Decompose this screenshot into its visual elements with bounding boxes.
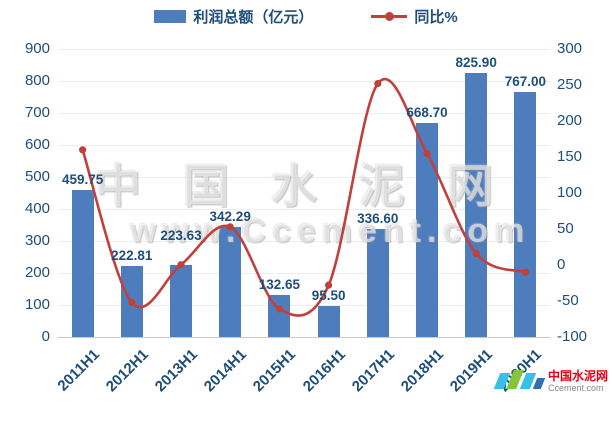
left-axis-tick-label: 200 [24, 264, 50, 281]
grid-line [58, 337, 550, 338]
left-axis-tick-label: 400 [24, 200, 50, 217]
ccement-logo-icon [493, 370, 546, 394]
line-marker [275, 305, 283, 313]
grid-line [58, 273, 550, 274]
line-marker [79, 146, 87, 154]
line-marker [374, 79, 382, 88]
bar-value-label: 95.50 [311, 288, 346, 304]
line-series-swatch-icon [371, 12, 408, 21]
legend-item-profit: 利润总额（亿元） [154, 6, 313, 27]
right-axis-tick-label: 150 [557, 148, 583, 165]
left-axis-tick-label: 600 [24, 136, 50, 153]
grid-line [58, 49, 550, 50]
chart-legend: 利润总额（亿元） 同比% [0, 6, 612, 27]
legend-bar-label: 利润总额（亿元） [193, 9, 314, 26]
left-axis-tick-label: 500 [24, 168, 50, 185]
left-axis-tick-label: 0 [41, 328, 50, 345]
right-axis-tick-label: 300 [557, 40, 583, 57]
bar [465, 72, 488, 337]
grid-line [58, 113, 550, 114]
bar-value-label: 222.81 [111, 247, 153, 263]
line-marker [226, 223, 234, 231]
line-marker [128, 298, 136, 307]
left-axis-tick-label: 900 [24, 40, 50, 57]
bar-value-label: 132.65 [258, 276, 301, 292]
grid-line [58, 241, 550, 242]
line-marker [177, 261, 185, 269]
left-axis-tick-label: 700 [24, 104, 50, 121]
watermark-url: www.Ccement.com [130, 212, 531, 250]
bar [416, 123, 438, 337]
legend-item-yoy: 同比% [371, 6, 458, 27]
bar-value-label: 459.75 [61, 171, 104, 187]
grid-line [58, 177, 550, 178]
grid-line [58, 209, 550, 210]
bar [317, 306, 340, 337]
ccement-logo: 中国水泥网 Ccement.com [493, 369, 608, 394]
left-axis-tick-label: 100 [24, 296, 50, 313]
right-axis-tick-label: 50 [557, 220, 574, 237]
bar-value-label: 767.00 [504, 73, 547, 89]
right-axis-tick-label: 200 [557, 112, 583, 129]
bar-value-label: 342.29 [209, 209, 251, 225]
logo-name: 中国水泥网 [547, 369, 608, 384]
bar-series-swatch-icon [154, 10, 187, 23]
right-axis-tick-label: -50 [557, 292, 579, 309]
grid-line [58, 305, 550, 306]
bar [71, 189, 94, 337]
legend-line-label: 同比% [414, 9, 458, 26]
grid-line [58, 81, 550, 82]
left-axis-tick-label: 300 [24, 232, 50, 249]
bar-value-label: 825.90 [455, 54, 497, 70]
right-axis-tick-label: 100 [557, 184, 583, 201]
bar [170, 265, 192, 337]
left-axis-tick-label: 800 [24, 72, 50, 89]
bar-value-label: 223.63 [160, 228, 202, 244]
right-axis-tick-label: 250 [557, 76, 583, 93]
yoy-trend-line [81, 77, 526, 317]
bar [514, 91, 537, 337]
bar [366, 229, 389, 337]
bar-value-label: 668.70 [406, 105, 448, 121]
bar-value-label: 336.60 [357, 211, 399, 227]
line-marker [521, 268, 530, 276]
right-axis-tick-label: 0 [557, 256, 566, 273]
line-marker [472, 249, 480, 258]
grid-line [58, 145, 550, 146]
logo-domain: Ccement.com [547, 382, 604, 393]
right-axis-tick-label: -100 [557, 328, 588, 345]
line-marker [325, 281, 333, 289]
line-marker [423, 149, 431, 157]
watermark-text: 中国水泥网 [95, 160, 535, 212]
bar [219, 227, 242, 337]
